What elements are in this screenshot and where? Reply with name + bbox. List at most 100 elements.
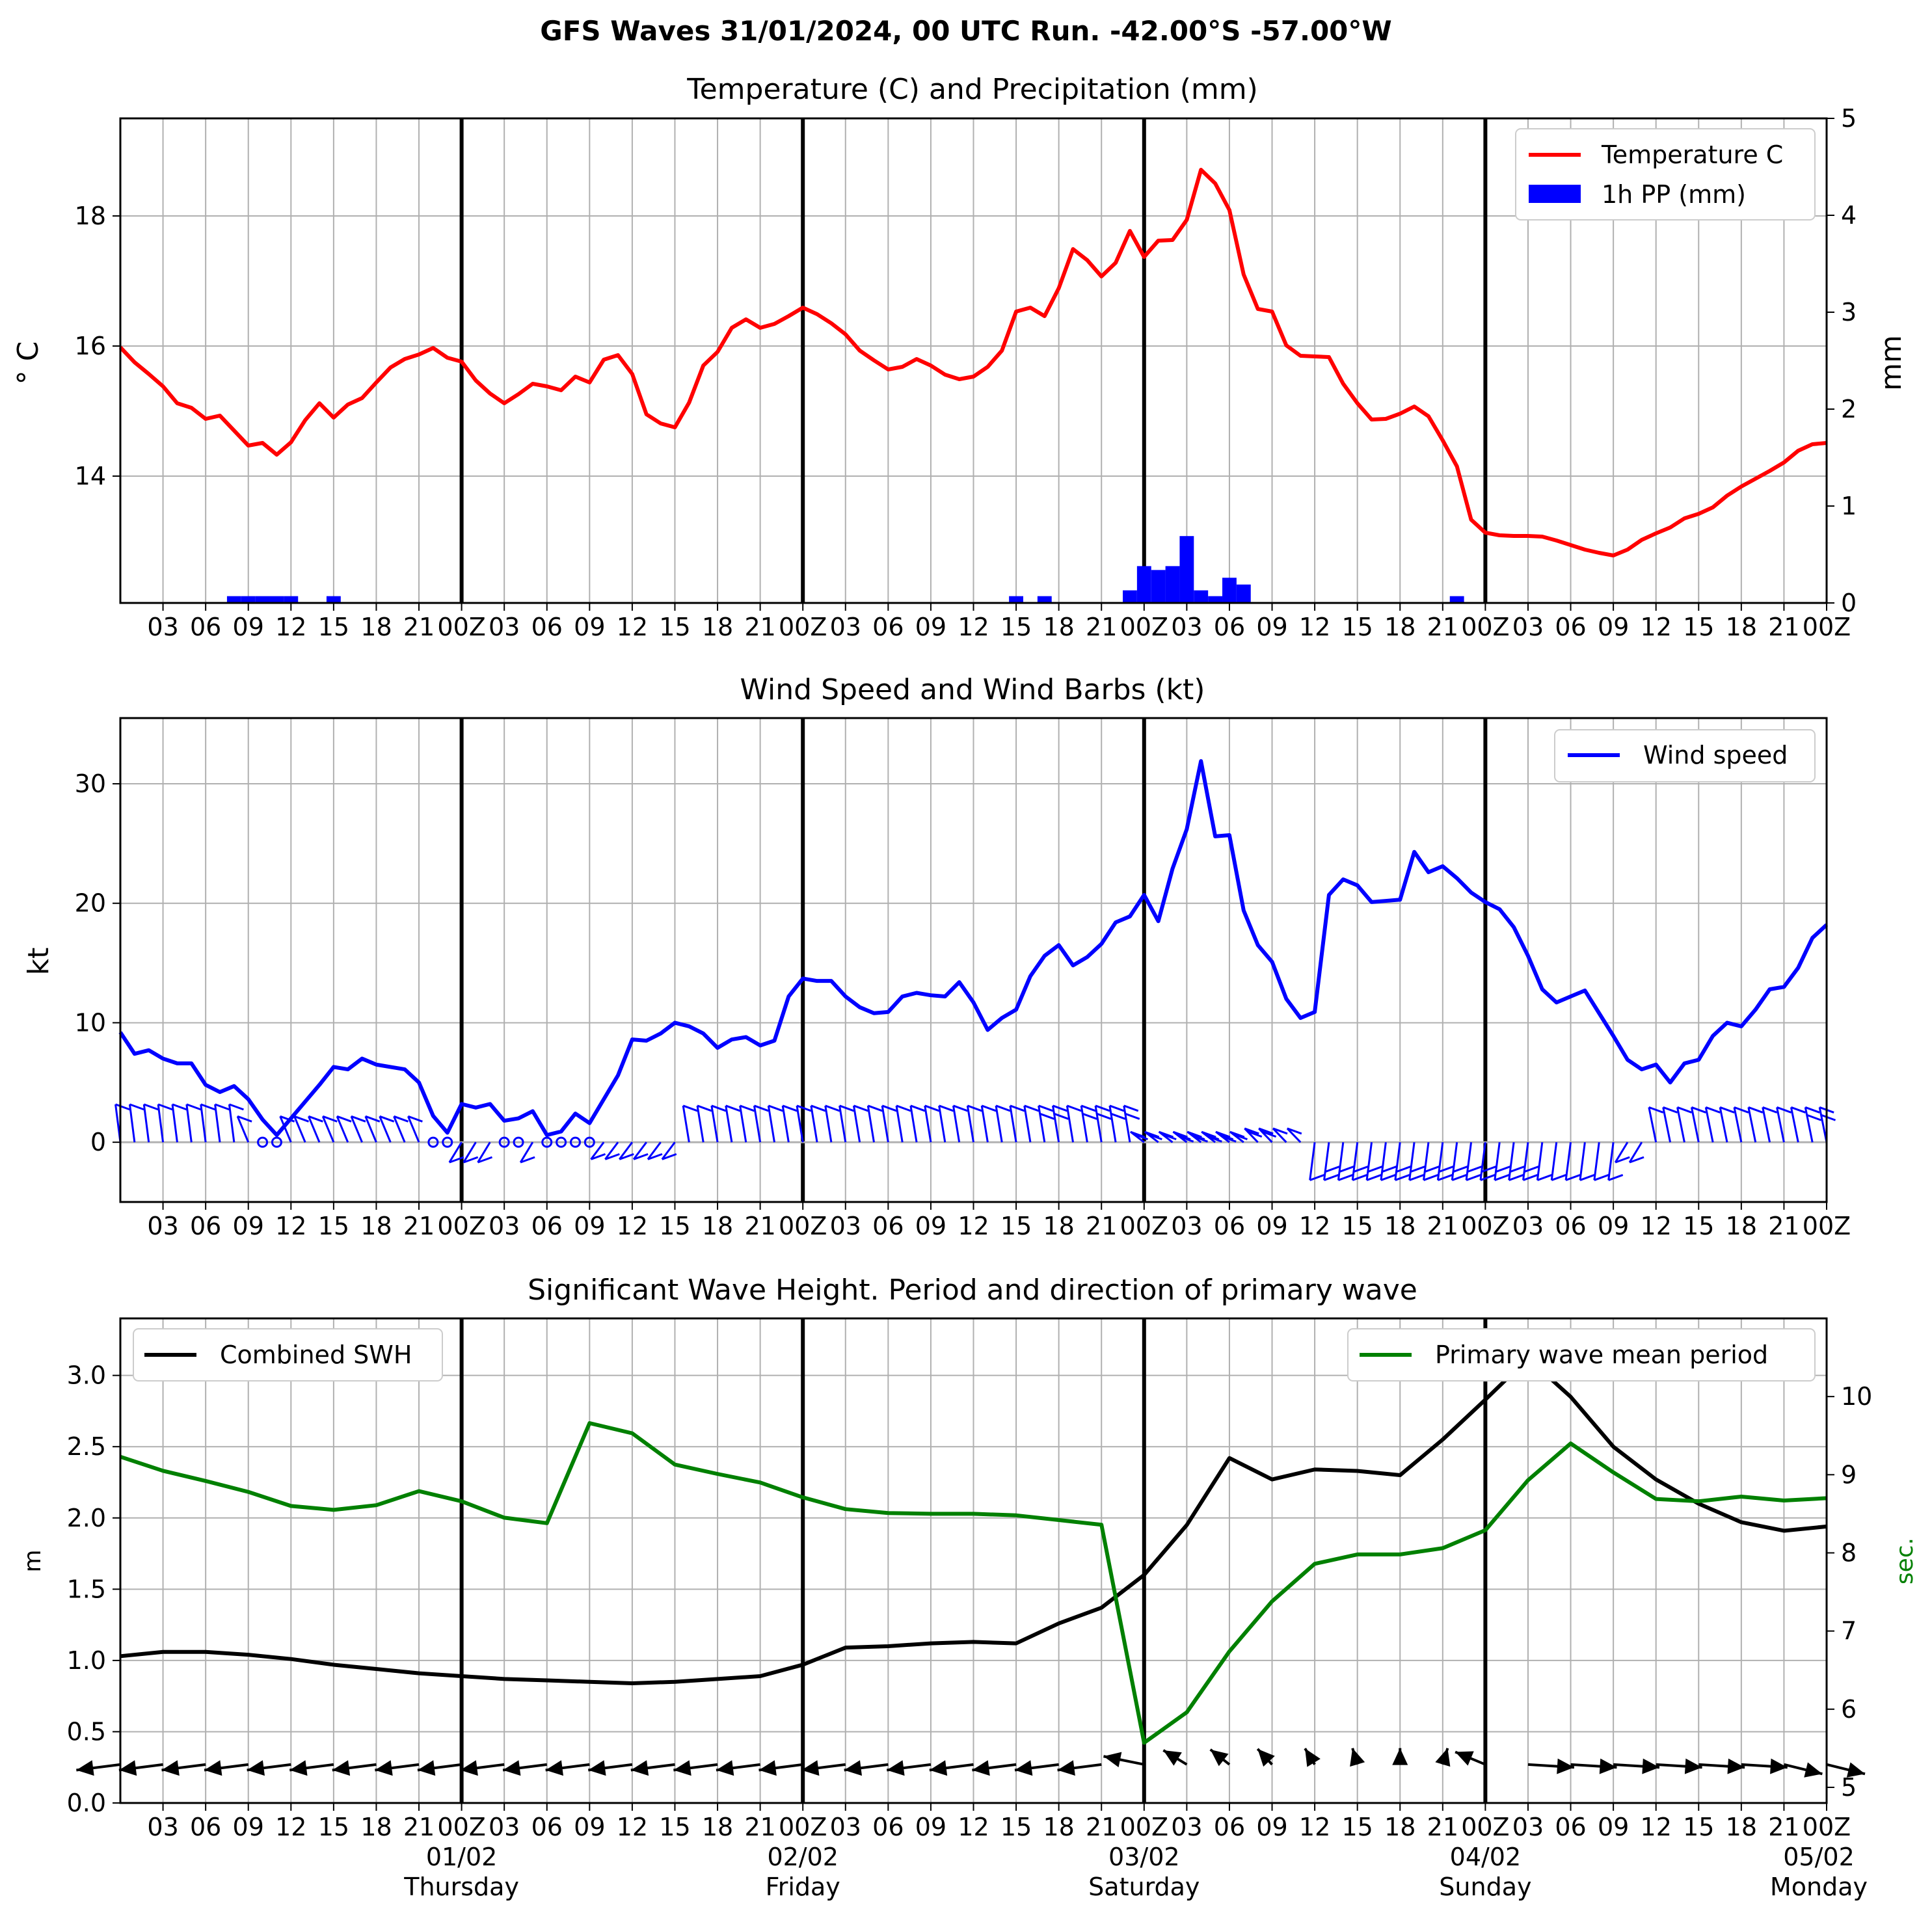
y-right-tick-label: 10: [1841, 1382, 1872, 1411]
wind-barb-feather: [1594, 1173, 1609, 1181]
x-tick-label: 06: [1555, 613, 1586, 641]
x-tick-label: 15: [1341, 613, 1373, 641]
x-tick-label: 15: [1683, 1813, 1714, 1841]
precip-bar: [269, 596, 284, 603]
wave-direction-arrowhead: [545, 1760, 563, 1776]
wind-barb-feather: [394, 1115, 409, 1123]
x-tick-label: 15: [1000, 1813, 1032, 1841]
wind-barb: [1593, 1141, 1600, 1181]
x-tick-label: 00Z: [437, 1212, 485, 1240]
wind-barb: [1607, 1141, 1615, 1181]
wave-direction-arrowhead: [1014, 1760, 1033, 1776]
legend-precip-swatch: [1529, 185, 1581, 203]
x-tick-label: 21: [1768, 1813, 1799, 1841]
wind-barb: [852, 1105, 861, 1143]
x-tick-label: 18: [360, 613, 392, 641]
x-tick-label: 03: [489, 613, 520, 641]
wave-direction-arrowhead: [716, 1760, 734, 1776]
wind-barb: [1494, 1141, 1501, 1181]
x-tick-label: 00Z: [437, 613, 485, 641]
x-tick-label: 00Z: [1120, 1212, 1168, 1240]
day-date-label: 05/02: [1783, 1843, 1855, 1871]
temperature-panel-title: Temperature (C) and Precipitation (mm): [686, 73, 1258, 106]
wind-barb: [171, 1104, 178, 1143]
axes-frame: [119, 717, 1828, 1203]
x-tick-label: 09: [233, 1212, 264, 1240]
wind-barb-feather: [867, 1104, 883, 1112]
x-tick-label: 03: [147, 613, 178, 641]
wind-barb: [952, 1105, 961, 1143]
wind-barb-feather: [1133, 1133, 1148, 1141]
wind-barb: [336, 1115, 349, 1143]
x-tick-label: 06: [872, 1212, 904, 1240]
wind-barb-feather: [308, 1115, 323, 1123]
wind-barb: [1066, 1105, 1074, 1143]
x-tick-label: 06: [872, 1813, 904, 1841]
wind-barb-feather: [853, 1104, 868, 1112]
precip-bar: [255, 596, 270, 603]
wave-direction-arrowhead: [1305, 1748, 1321, 1767]
x-tick-label: 15: [1683, 1212, 1714, 1240]
y-right-tick-label: 7: [1841, 1617, 1857, 1646]
figure-suptitle: GFS Waves 31/01/2024, 00 UTC Run. -42.00…: [540, 15, 1392, 47]
wind-barb: [1108, 1105, 1117, 1143]
wind-barb: [1408, 1141, 1415, 1181]
wind-barb-feather: [1179, 1135, 1194, 1143]
wave-direction-arrowhead: [289, 1760, 308, 1776]
x-tick-label: 12: [958, 1212, 989, 1240]
x-tick-label: 21: [744, 1813, 775, 1841]
wind-barb-feather: [939, 1104, 954, 1112]
wind-barb-feather: [740, 1104, 755, 1112]
wind-barb-feather: [1187, 1130, 1202, 1138]
wind-barb-feather: [1608, 1173, 1624, 1181]
wind-barb-feather: [1821, 1114, 1836, 1121]
y-tick-label: 0: [90, 1128, 106, 1156]
wind-barb: [909, 1105, 918, 1143]
wind-barb-feather: [294, 1115, 310, 1123]
x-tick-label: 06: [531, 1212, 563, 1240]
precip-bar: [226, 596, 241, 603]
wind-barb-feather: [682, 1104, 698, 1112]
wind-barb-feather: [172, 1103, 187, 1111]
wind-barb-feather: [1790, 1106, 1806, 1114]
x-tick-label: 21: [744, 1212, 775, 1240]
wind-barb-feather: [1648, 1106, 1664, 1114]
wind-barb: [1323, 1141, 1330, 1181]
wind-barb-feather: [1190, 1133, 1205, 1141]
wind-barb-feather: [477, 1156, 493, 1164]
wind-barb: [753, 1105, 762, 1143]
wind-barb-feather: [1453, 1166, 1468, 1173]
wind-barb: [142, 1104, 150, 1143]
wind-barb: [1436, 1141, 1444, 1181]
precip-bar: [1151, 570, 1166, 603]
wind-barb-feather: [115, 1103, 131, 1111]
wind-barb-feather: [1324, 1173, 1339, 1181]
wind-barb-feather: [1663, 1106, 1678, 1114]
wind-barbs: [114, 1103, 1836, 1181]
wave-direction-arrowhead: [1210, 1749, 1229, 1767]
wind-barb-feather: [1353, 1166, 1369, 1173]
wind-barb: [661, 1141, 676, 1160]
precip-bar: [284, 596, 299, 603]
day-weekday-label: Sunday: [1439, 1873, 1531, 1901]
x-tick-label: 12: [617, 1813, 648, 1841]
wind-barb-feather: [1192, 1135, 1209, 1143]
x-tick-label: 00Z: [1120, 1813, 1168, 1841]
wind-barb-feather: [604, 1153, 620, 1160]
wind-barb-feather: [796, 1104, 812, 1112]
wind-barb: [796, 1105, 804, 1143]
wind-barb-feather: [1147, 1133, 1162, 1141]
precip-bar: [1194, 590, 1209, 603]
wind-barb-feather: [591, 1153, 606, 1160]
wind-barb: [1051, 1105, 1060, 1143]
wind-barb-feather: [1467, 1166, 1483, 1173]
wind-barb-feather: [1509, 1166, 1525, 1173]
wind-barb-feather: [1218, 1133, 1234, 1141]
x-tick-label: 09: [574, 1813, 605, 1841]
x-tick-label: 18: [1726, 613, 1757, 641]
x-tick-label: 18: [1384, 1212, 1415, 1240]
wind-barb: [228, 1104, 235, 1143]
precip-bar: [1179, 536, 1194, 603]
wind-barb-feather: [1523, 1166, 1539, 1173]
x-tick-label: 18: [1726, 1212, 1757, 1240]
